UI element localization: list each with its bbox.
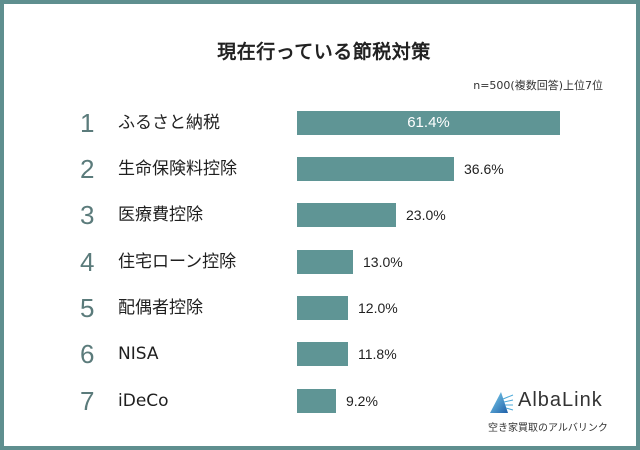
value-label: 36.6% <box>464 161 504 177</box>
bar-row: 6 NISA 11.8% <box>4 339 640 369</box>
sample-note: n=500(複数回答)上位7位 <box>473 79 603 92</box>
bar-row: 1 ふるさと納税 61.4% <box>4 108 640 138</box>
bar-row: 3 医療費控除 23.0% <box>4 200 640 230</box>
bar <box>297 203 396 227</box>
bar-row: 2 生命保険料控除 36.6% <box>4 154 640 184</box>
chart-title: 現在行っている節税対策 <box>217 41 431 63</box>
rank-number: 5 <box>80 293 95 323</box>
logo-tagline: 空き家買取のアルバリンク <box>488 423 608 434</box>
bar-row: 7 iDeCo 9.2% <box>4 386 640 416</box>
value-label: 61.4% <box>407 114 450 131</box>
bar-row: 4 住宅ローン控除 13.0% <box>4 247 640 277</box>
albalink-mountain-icon <box>490 392 514 413</box>
rank-number: 1 <box>80 108 95 138</box>
rank-number: 3 <box>80 200 95 230</box>
albalink-logo: AlbaLink 空き家買取のアルバリンク <box>488 389 618 439</box>
category-label: 医療費控除 <box>118 205 203 225</box>
category-label: 生命保険料控除 <box>118 159 237 179</box>
category-label: 住宅ローン控除 <box>118 252 237 272</box>
category-label: 配偶者控除 <box>118 298 203 318</box>
rank-number: 6 <box>80 339 95 369</box>
bar <box>297 250 353 274</box>
category-label: iDeCo <box>118 391 169 411</box>
rank-number: 4 <box>80 247 95 277</box>
value-label: 13.0% <box>363 254 403 270</box>
value-label: 9.2% <box>346 393 378 409</box>
rank-number: 7 <box>80 386 95 416</box>
bar <box>297 389 336 413</box>
bar <box>297 296 348 320</box>
logo-name: AlbaLink <box>518 389 603 411</box>
category-label: ふるさと納税 <box>118 113 220 133</box>
bar: 61.4% <box>297 111 560 135</box>
value-label: 23.0% <box>406 207 446 223</box>
value-label: 12.0% <box>358 300 398 316</box>
bar-row: 5 配偶者控除 12.0% <box>4 293 640 323</box>
bar <box>297 342 348 366</box>
rank-number: 2 <box>80 154 95 184</box>
value-label: 11.8% <box>358 346 397 362</box>
bar <box>297 157 454 181</box>
category-label: NISA <box>118 344 159 364</box>
